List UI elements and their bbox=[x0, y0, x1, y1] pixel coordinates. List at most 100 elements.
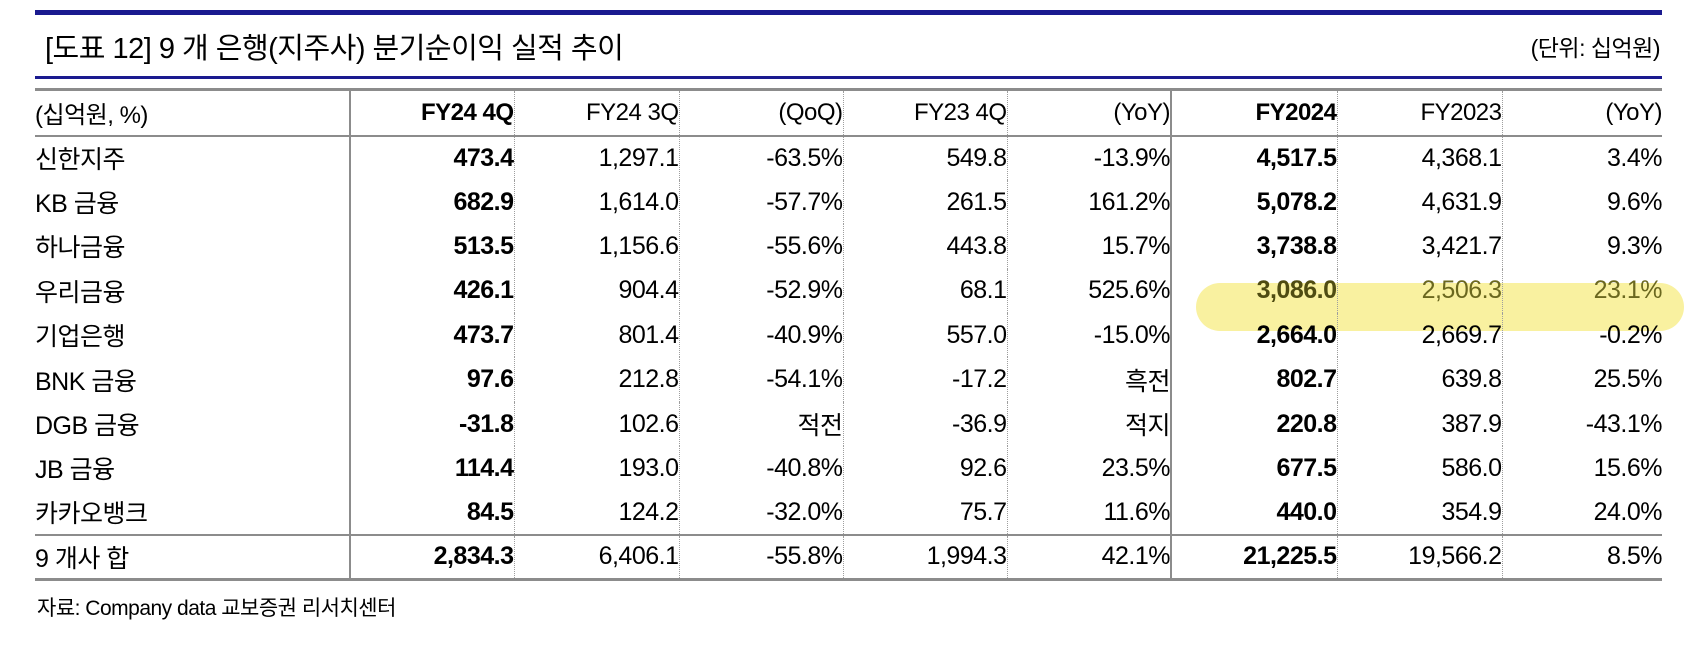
value-cell: 549.8 bbox=[843, 135, 1008, 180]
value-cell: -55.6% bbox=[679, 224, 844, 269]
value-cell: 68.1 bbox=[843, 268, 1008, 314]
table-row: 기업은행 473.7 801.4 -40.9% 557.0 -15.0% 2,664.0 2,… bbox=[35, 313, 1662, 358]
value-cell: 586.0 bbox=[1337, 446, 1503, 491]
value-cell: -63.5% bbox=[679, 135, 844, 180]
value-cell: 2,834.3 bbox=[350, 534, 515, 580]
value-cell: 21,225.5 bbox=[1171, 534, 1338, 580]
table-row: JB 금융 114.4 193.0 -40.8% 92.6 23.5% 677.5 586.0… bbox=[35, 446, 1662, 491]
bank-name: 기업은행 bbox=[35, 313, 351, 358]
value-cell: 124.2 bbox=[514, 490, 680, 536]
value-cell: 261.5 bbox=[843, 179, 1008, 225]
source-note: 자료: Company data 교보증권 리서치센터 bbox=[37, 597, 396, 620]
value-cell: 4,631.9 bbox=[1337, 179, 1503, 225]
value-cell: 193.0 bbox=[514, 446, 680, 491]
bank-name: 우리금융 bbox=[35, 268, 351, 314]
value-cell: 4,517.5 bbox=[1171, 135, 1338, 180]
value-cell: -13.9% bbox=[1007, 135, 1172, 180]
value-cell: -0.2% bbox=[1599, 320, 1662, 349]
value-cell: 473.7 bbox=[350, 313, 515, 358]
value-cell: 212.8 bbox=[514, 357, 680, 402]
value-cell: 3,086.0 bbox=[1171, 268, 1338, 314]
value-cell: 42.1% bbox=[1007, 534, 1172, 580]
col-header-fy24-3q: FY24 3Q bbox=[514, 89, 680, 137]
bank-name: BNK 금융 bbox=[35, 357, 351, 402]
value-cell: 802.7 bbox=[1171, 357, 1338, 402]
col-header-qoq: (QoQ) bbox=[679, 89, 844, 137]
table-body: 신한지주 473.4 1,297.1 -63.5% 549.8 -13.9% 4,517.5… bbox=[35, 135, 1662, 536]
value-cell: 8.5% bbox=[1502, 534, 1662, 580]
value-cell: 19,566.2 bbox=[1337, 534, 1503, 580]
table-row: 우리금융 426.1 904.4 -52.9% 68.1 525.6% 3,086.0 2,5… bbox=[35, 268, 1662, 314]
value-cell: 11.6% bbox=[1007, 490, 1172, 536]
value-cell: 677.5 bbox=[1171, 446, 1338, 491]
page-title: [도표 12] 9 개 은행(지주사) 분기순이익 실적 추이 bbox=[45, 33, 624, 65]
value-cell: 161.2% bbox=[1007, 179, 1172, 225]
value-cell: 24.0% bbox=[1593, 497, 1662, 526]
value-cell: -57.7% bbox=[679, 179, 844, 225]
col-header-fy23-4q: FY23 4Q bbox=[843, 89, 1008, 137]
value-cell: 4,368.1 bbox=[1337, 135, 1503, 180]
value-cell: 513.5 bbox=[350, 224, 515, 269]
value-cell: 1,297.1 bbox=[514, 135, 680, 180]
value-cell: 1,994.3 bbox=[843, 534, 1008, 580]
value-cell: 801.4 bbox=[514, 313, 680, 358]
value-cell: 3,421.7 bbox=[1337, 224, 1503, 269]
value-cell: 426.1 bbox=[350, 268, 515, 314]
value-cell: 904.4 bbox=[514, 268, 680, 314]
bank-name: 신한지주 bbox=[35, 135, 351, 180]
title-bar: [도표 12] 9 개 은행(지주사) 분기순이익 실적 추이 (단위: 십억원… bbox=[35, 18, 1662, 74]
value-cell: 92.6 bbox=[843, 446, 1008, 491]
bank-name: 카카오뱅크 bbox=[35, 490, 351, 536]
value-cell: 102.6 bbox=[514, 401, 680, 447]
value-cell: -31.8 bbox=[350, 401, 515, 447]
table-row: BNK 금융 97.6 212.8 -54.1% -17.2 흑전 802.7 639.8 25… bbox=[35, 357, 1662, 402]
total-row-label: 9 개사 합 bbox=[35, 534, 351, 580]
value-cell: -55.8% bbox=[679, 534, 844, 580]
value-cell: 75.7 bbox=[843, 490, 1008, 536]
value-cell: 적지 bbox=[1007, 401, 1172, 447]
value-cell: -17.2 bbox=[843, 357, 1008, 402]
value-cell: 25.5% bbox=[1593, 365, 1662, 394]
value-cell: 1,614.0 bbox=[514, 179, 680, 225]
value-cell: -40.9% bbox=[679, 313, 844, 358]
col-header-unit: (십억원, %) bbox=[35, 89, 351, 137]
value-cell: 114.4 bbox=[350, 446, 515, 491]
value-cell: -32.0% bbox=[679, 490, 844, 536]
table-row: DGB 금융 -31.8 102.6 적전 -36.9 적지 220.8 387.9 -43.1… bbox=[35, 401, 1662, 447]
col-header-fy2023: FY2023 bbox=[1337, 89, 1503, 137]
value-cell: 682.9 bbox=[350, 179, 515, 225]
value-cell: 354.9 bbox=[1337, 490, 1503, 536]
value-cell: -15.0% bbox=[1007, 313, 1172, 358]
value-cell: 9.6% bbox=[1607, 187, 1662, 216]
table-row: 카카오뱅크 84.5 124.2 -32.0% 75.7 11.6% 440.0 354.9 2… bbox=[35, 490, 1662, 536]
value-cell: 443.8 bbox=[843, 224, 1008, 269]
value-cell: 639.8 bbox=[1337, 357, 1503, 402]
bank-name: 하나금융 bbox=[35, 224, 351, 269]
value-cell: 2,506.3 bbox=[1337, 268, 1503, 314]
unit-note: (단위: 십억원) bbox=[1530, 35, 1661, 61]
total-row: 9 개사 합 2,834.3 6,406.1 -55.8% 1,994.3 42.1% 21… bbox=[35, 534, 1662, 580]
value-cell: 387.9 bbox=[1337, 401, 1503, 447]
col-header-fy24-4q: FY24 4Q bbox=[350, 89, 515, 137]
value-cell: 2,669.7 bbox=[1337, 313, 1503, 358]
bank-name: JB 금융 bbox=[35, 446, 351, 491]
col-header-yoy-y: (YoY) bbox=[1502, 89, 1662, 137]
value-cell: 3.4% bbox=[1607, 143, 1662, 172]
value-cell: 3,738.8 bbox=[1171, 224, 1338, 269]
value-cell: 473.4 bbox=[350, 135, 515, 180]
value-cell: 5,078.2 bbox=[1171, 179, 1338, 225]
table-row: 신한지주 473.4 1,297.1 -63.5% 549.8 -13.9% 4,517.5… bbox=[35, 135, 1662, 180]
title-bottom-rule bbox=[35, 76, 1662, 79]
title-top-rule bbox=[35, 10, 1662, 15]
value-cell: -54.1% bbox=[679, 357, 844, 402]
value-cell: -40.8% bbox=[679, 446, 844, 491]
bank-name: KB 금융 bbox=[35, 179, 351, 225]
table-row: 하나금융 513.5 1,156.6 -55.6% 443.8 15.7% 3,738.8 3… bbox=[35, 224, 1662, 269]
value-cell: 적전 bbox=[679, 401, 844, 447]
value-cell: 440.0 bbox=[1171, 490, 1338, 536]
bank-name: DGB 금융 bbox=[35, 401, 351, 447]
value-cell: -36.9 bbox=[843, 401, 1008, 447]
value-cell: 23.5% bbox=[1007, 446, 1172, 491]
value-cell: 97.6 bbox=[350, 357, 515, 402]
